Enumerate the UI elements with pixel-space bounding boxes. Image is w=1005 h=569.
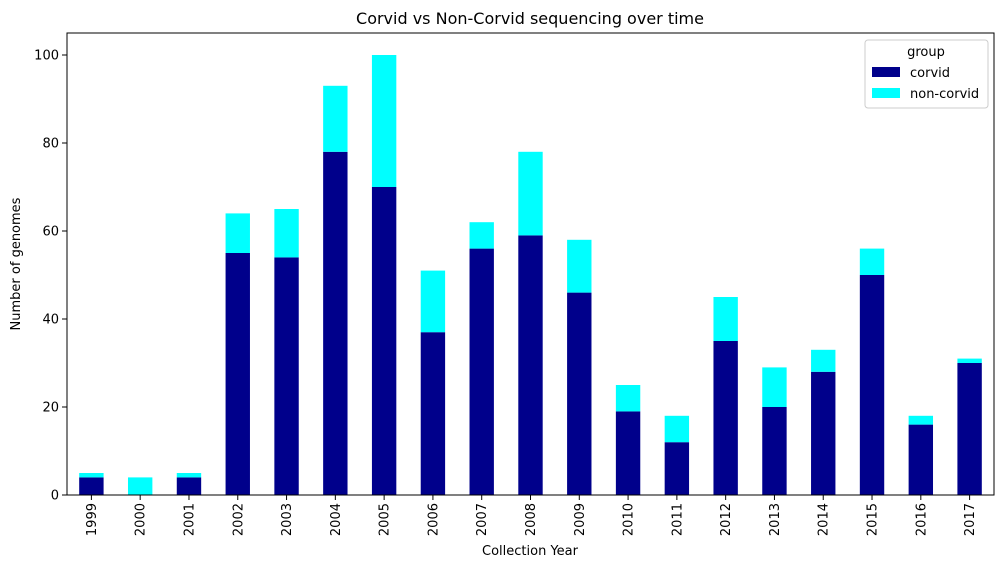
bar-corvid-2004 xyxy=(323,151,348,496)
legend-swatch-non-corvid xyxy=(872,88,900,98)
bar-corvid-2009 xyxy=(567,292,592,495)
bar-non-corvid-2007 xyxy=(469,222,494,249)
bar-corvid-2002 xyxy=(225,253,250,495)
bar-corvid-2006 xyxy=(420,332,446,495)
y-axis-label: Number of genomes xyxy=(9,197,24,330)
y-tick-label: 80 xyxy=(42,137,59,152)
bar-non-corvid-2004 xyxy=(323,85,348,152)
bar-corvid-2012 xyxy=(713,341,738,495)
y-axis-ticks: 0 20 40 60 80 100 xyxy=(34,49,67,504)
x-tick-label: 2010 xyxy=(622,503,637,536)
x-tick-label: 2005 xyxy=(378,503,393,536)
x-tick-label: 2016 xyxy=(914,503,929,536)
x-tick-label: 2009 xyxy=(573,503,588,536)
bar-non-corvid-2003 xyxy=(274,209,299,258)
y-tick-label: 60 xyxy=(42,225,59,240)
bar-non-corvid-1999 xyxy=(79,473,104,478)
bar-corvid-2001 xyxy=(176,477,202,495)
y-tick-label: 40 xyxy=(42,313,59,328)
bar-corvid-2003 xyxy=(274,257,299,495)
x-tick-label: 2017 xyxy=(963,503,978,536)
x-tick-label: 2003 xyxy=(280,503,295,536)
legend-label-corvid: corvid xyxy=(910,66,950,81)
x-tick-label: 2001 xyxy=(182,503,197,536)
bar-corvid-2014 xyxy=(811,371,836,495)
bar-non-corvid-2001 xyxy=(176,473,202,478)
bar-non-corvid-2005 xyxy=(371,55,397,187)
legend-title: group xyxy=(907,45,945,60)
x-tick-label: 2002 xyxy=(231,503,246,536)
x-tick-label: 2007 xyxy=(475,503,490,536)
bar-corvid-1999 xyxy=(79,477,104,495)
chart-title: Corvid vs Non-Corvid sequencing over tim… xyxy=(356,9,704,28)
x-tick-label: 2000 xyxy=(134,503,149,536)
bar-non-corvid-2017 xyxy=(957,358,982,363)
bar-corvid-2016 xyxy=(908,424,934,495)
bar-non-corvid-2000 xyxy=(127,477,153,495)
bar-corvid-2007 xyxy=(469,248,494,495)
bar-corvid-2010 xyxy=(615,411,641,495)
plot-frame xyxy=(66,32,995,496)
legend-label-non-corvid: non-corvid xyxy=(910,87,979,102)
bar-non-corvid-2013 xyxy=(762,367,787,407)
bar-non-corvid-2009 xyxy=(567,239,592,293)
x-axis-ticks: 1999 2000 2001 2002 2003 2004 2005 2006 2007 2008… xyxy=(85,495,978,536)
bar-corvid-2005 xyxy=(371,187,397,495)
bar-non-corvid-2015 xyxy=(859,248,885,275)
bar-non-corvid-2016 xyxy=(908,415,934,425)
y-tick-label: 0 xyxy=(51,489,59,504)
bar-non-corvid-2012 xyxy=(713,297,738,341)
bar-corvid-2015 xyxy=(859,275,885,495)
bar-corvid-2017 xyxy=(957,363,982,495)
x-tick-label: 2006 xyxy=(426,503,441,536)
x-tick-label: 2011 xyxy=(670,503,685,536)
bar-non-corvid-2011 xyxy=(664,415,690,443)
bar-non-corvid-2008 xyxy=(518,151,543,236)
x-axis-label: Collection Year xyxy=(482,544,579,559)
bar-corvid-2008 xyxy=(518,235,543,495)
x-tick-label: 2014 xyxy=(817,503,832,536)
x-tick-label: 2012 xyxy=(719,503,734,536)
bar-non-corvid-2006 xyxy=(420,270,446,333)
y-tick-label: 20 xyxy=(42,401,59,416)
bar-non-corvid-2002 xyxy=(225,213,250,253)
x-tick-label: 2013 xyxy=(768,503,783,536)
bar-non-corvid-2010 xyxy=(615,385,641,412)
x-tick-label: 2008 xyxy=(524,503,539,536)
bars-group xyxy=(79,55,982,496)
bar-corvid-2011 xyxy=(664,442,690,495)
bar-non-corvid-2014 xyxy=(811,349,836,372)
x-tick-label: 2004 xyxy=(329,503,344,536)
legend-swatch-corvid xyxy=(872,67,900,77)
bar-corvid-2013 xyxy=(762,407,787,495)
x-tick-label: 2015 xyxy=(866,503,881,536)
y-tick-label: 100 xyxy=(34,49,59,64)
x-tick-label: 1999 xyxy=(85,503,100,536)
legend: group corvid non-corvid xyxy=(864,39,989,109)
